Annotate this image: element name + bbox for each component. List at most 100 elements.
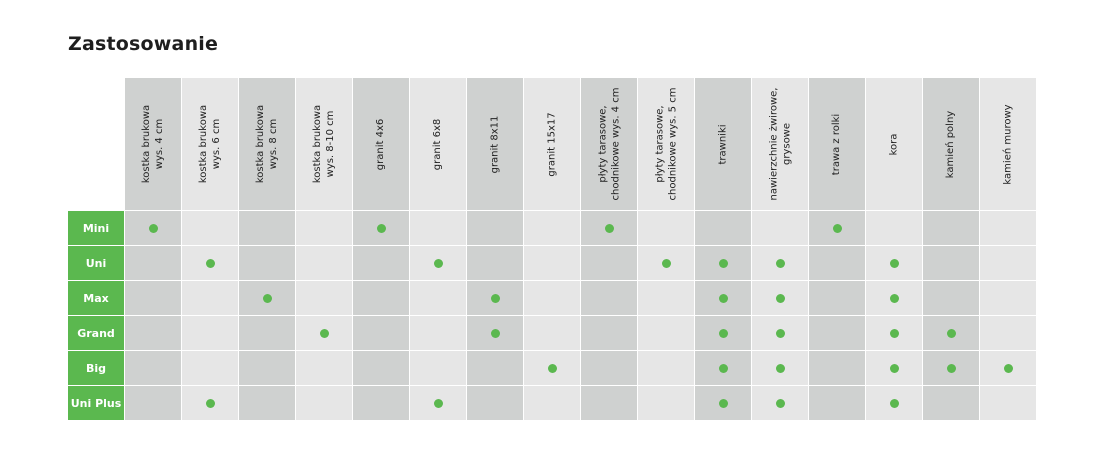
table-cell xyxy=(866,246,922,280)
table-cell xyxy=(239,246,295,280)
table-cell xyxy=(182,316,238,350)
table-cell xyxy=(125,316,181,350)
column-header-label: granit 15x17 xyxy=(546,111,558,177)
table-cell xyxy=(866,281,922,315)
table-cell xyxy=(581,316,637,350)
table-cell xyxy=(125,281,181,315)
table-cell xyxy=(467,211,523,245)
table-cell xyxy=(296,281,352,315)
column-header: trawniki xyxy=(695,78,751,210)
table-cell xyxy=(524,281,580,315)
table-cell xyxy=(125,386,181,420)
column-header: kamień murowy xyxy=(980,78,1036,210)
table-cell xyxy=(980,316,1036,350)
row-label: Mini xyxy=(68,211,124,245)
table-cell xyxy=(695,316,751,350)
table-cell xyxy=(809,246,865,280)
check-dot-icon xyxy=(889,363,899,373)
table-cell xyxy=(866,386,922,420)
check-dot-icon xyxy=(1003,363,1013,373)
table-cell xyxy=(410,351,466,385)
column-header: granit 8x11 xyxy=(467,78,523,210)
table-cell xyxy=(296,211,352,245)
column-header: granit 6x8 xyxy=(410,78,466,210)
column-header-label: kostka brukowa wys. 8-10 cm xyxy=(312,104,337,184)
check-dot-icon xyxy=(490,328,500,338)
check-dot-icon xyxy=(718,363,728,373)
table-cell xyxy=(695,351,751,385)
table-cell xyxy=(467,351,523,385)
check-dot-icon xyxy=(718,398,728,408)
table-cell xyxy=(923,281,979,315)
page-title: Zastosowanie xyxy=(68,33,219,55)
column-header-label: kamień murowy xyxy=(1002,103,1014,185)
table-cell xyxy=(239,316,295,350)
check-dot-icon xyxy=(205,398,215,408)
column-header: kamień polny xyxy=(923,78,979,210)
table-cell xyxy=(695,211,751,245)
column-header: płyty tarasowe, chodnikowe wys. 5 cm xyxy=(638,78,694,210)
table-cell xyxy=(467,281,523,315)
table-cell xyxy=(752,351,808,385)
table-cell xyxy=(638,316,694,350)
column-header-label: granit 8x11 xyxy=(489,115,501,173)
table-cell xyxy=(752,386,808,420)
table-cell xyxy=(866,211,922,245)
column-header-label: kostka brukowa wys. 6 cm xyxy=(198,104,223,184)
table-cell xyxy=(581,386,637,420)
table-cell xyxy=(353,386,409,420)
row-label: Max xyxy=(68,281,124,315)
column-header-label: kamień polny xyxy=(945,110,957,178)
table-cell xyxy=(980,246,1036,280)
table-cell xyxy=(581,281,637,315)
table-cell xyxy=(638,281,694,315)
table-cell xyxy=(638,386,694,420)
table-cell xyxy=(182,246,238,280)
column-header: płyty tarasowe, chodnikowe wys. 4 cm xyxy=(581,78,637,210)
table-cell xyxy=(125,246,181,280)
table-cell xyxy=(182,351,238,385)
check-dot-icon xyxy=(148,223,158,233)
table-cell xyxy=(239,386,295,420)
table-cell xyxy=(410,316,466,350)
table-cell xyxy=(524,246,580,280)
table-cell xyxy=(182,211,238,245)
column-header: trawa z rolki xyxy=(809,78,865,210)
check-dot-icon xyxy=(775,398,785,408)
table-cell xyxy=(353,246,409,280)
column-header-label: nawierzchnie żwirowe, grysowe xyxy=(768,87,793,201)
table-cell xyxy=(296,386,352,420)
table-cell xyxy=(581,351,637,385)
table-cell xyxy=(638,351,694,385)
check-dot-icon xyxy=(889,398,899,408)
table-cell xyxy=(752,281,808,315)
row-label: Uni Plus xyxy=(68,386,124,420)
check-dot-icon xyxy=(376,223,386,233)
check-dot-icon xyxy=(946,328,956,338)
table-cell xyxy=(581,211,637,245)
table-cell xyxy=(524,211,580,245)
table-cell xyxy=(809,351,865,385)
table-cell xyxy=(353,281,409,315)
column-header-label: kostka brukowa wys. 4 cm xyxy=(141,104,166,184)
check-dot-icon xyxy=(661,258,671,268)
check-dot-icon xyxy=(433,398,443,408)
table-cell xyxy=(524,386,580,420)
column-header-label: trawniki xyxy=(717,123,729,165)
table-cell xyxy=(638,211,694,245)
table-cell xyxy=(296,316,352,350)
row-label: Big xyxy=(68,351,124,385)
table-cell xyxy=(239,351,295,385)
table-cell xyxy=(809,316,865,350)
table-cell xyxy=(809,211,865,245)
row-label: Grand xyxy=(68,316,124,350)
table-cell xyxy=(353,351,409,385)
table-cell xyxy=(752,211,808,245)
column-header-label: kostka brukowa wys. 8 cm xyxy=(255,104,280,184)
table-cell xyxy=(467,386,523,420)
check-dot-icon xyxy=(775,363,785,373)
check-dot-icon xyxy=(889,328,899,338)
row-label: Uni xyxy=(68,246,124,280)
table-cell xyxy=(125,351,181,385)
check-dot-icon xyxy=(262,293,272,303)
